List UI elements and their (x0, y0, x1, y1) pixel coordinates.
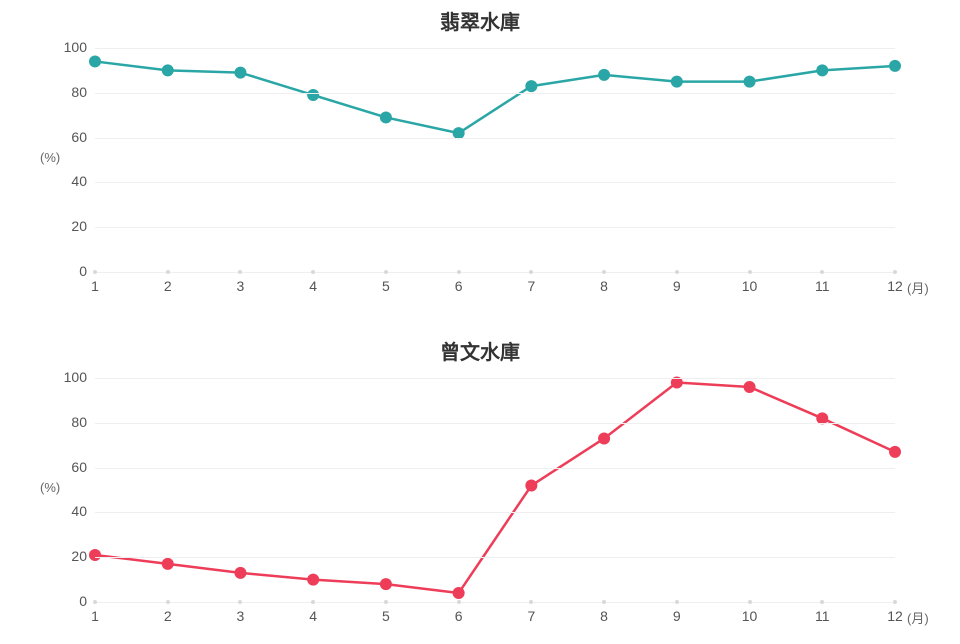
plot-area (0, 0, 960, 310)
data-point (307, 89, 319, 101)
data-point (162, 558, 174, 570)
ytick-label: 0 (55, 593, 87, 609)
xtick-label: 5 (371, 278, 401, 294)
axis-dot (748, 270, 752, 274)
gridline (95, 378, 895, 380)
xtick-label: 7 (516, 608, 546, 624)
axis-dot (384, 270, 388, 274)
xtick-label: 6 (444, 278, 474, 294)
axis-dot (166, 270, 170, 274)
data-point (525, 480, 537, 492)
axis-dot (893, 270, 897, 274)
data-point (234, 567, 246, 579)
xtick-label: 12 (880, 608, 910, 624)
ytick-label: 100 (55, 39, 87, 55)
gridline (95, 93, 895, 95)
gridline (95, 48, 895, 50)
axis-dot (166, 600, 170, 604)
ytick-label: 20 (55, 218, 87, 234)
gridline (95, 138, 895, 140)
ytick-label: 40 (55, 173, 87, 189)
xtick-label: 2 (153, 278, 183, 294)
data-point (380, 111, 392, 123)
axis-dot (457, 270, 461, 274)
data-point (89, 55, 101, 67)
data-point (234, 67, 246, 79)
chart-zengwen: 曾文水庫 (%) (月) 020406080100123456789101112 (0, 330, 960, 640)
gridline (95, 602, 895, 604)
axis-dot (748, 600, 752, 604)
xtick-label: 2 (153, 608, 183, 624)
xtick-label: 10 (735, 278, 765, 294)
xtick-label: 6 (444, 608, 474, 624)
gridline (95, 272, 895, 274)
data-point (744, 76, 756, 88)
data-point (598, 432, 610, 444)
xtick-label: 12 (880, 278, 910, 294)
gridline (95, 468, 895, 470)
axis-dot (384, 600, 388, 604)
data-point (598, 69, 610, 81)
ytick-label: 60 (55, 459, 87, 475)
axis-dot (675, 600, 679, 604)
gridline (95, 227, 895, 229)
axis-dot (893, 600, 897, 604)
gridline (95, 512, 895, 514)
data-point (889, 446, 901, 458)
ytick-label: 80 (55, 414, 87, 430)
data-point (525, 80, 537, 92)
data-point (380, 578, 392, 590)
xtick-label: 11 (807, 608, 837, 624)
ytick-label: 0 (55, 263, 87, 279)
gridline (95, 423, 895, 425)
ytick-label: 100 (55, 369, 87, 385)
axis-dot (93, 270, 97, 274)
axis-dot (457, 600, 461, 604)
series-line (95, 61, 895, 133)
data-point (307, 574, 319, 586)
ytick-label: 40 (55, 503, 87, 519)
xtick-label: 1 (80, 608, 110, 624)
gridline (95, 182, 895, 184)
xtick-label: 1 (80, 278, 110, 294)
data-point (162, 64, 174, 76)
xtick-label: 4 (298, 278, 328, 294)
ytick-label: 60 (55, 129, 87, 145)
ytick-label: 80 (55, 84, 87, 100)
axis-dot (675, 270, 679, 274)
xtick-label: 8 (589, 278, 619, 294)
axis-dot (93, 600, 97, 604)
xtick-label: 9 (662, 278, 692, 294)
data-point (816, 64, 828, 76)
xtick-label: 3 (225, 608, 255, 624)
plot-area (0, 330, 960, 640)
ytick-label: 20 (55, 548, 87, 564)
xtick-label: 8 (589, 608, 619, 624)
xtick-label: 10 (735, 608, 765, 624)
data-point (744, 381, 756, 393)
data-point (671, 76, 683, 88)
xtick-label: 9 (662, 608, 692, 624)
xtick-label: 3 (225, 278, 255, 294)
xtick-label: 7 (516, 278, 546, 294)
series-line (95, 382, 895, 593)
chart-feicui: 翡翠水庫 (%) (月) 020406080100123456789101112 (0, 0, 960, 310)
data-point (889, 60, 901, 72)
data-point (453, 587, 465, 599)
gridline (95, 557, 895, 559)
xtick-label: 11 (807, 278, 837, 294)
xtick-label: 4 (298, 608, 328, 624)
xtick-label: 5 (371, 608, 401, 624)
